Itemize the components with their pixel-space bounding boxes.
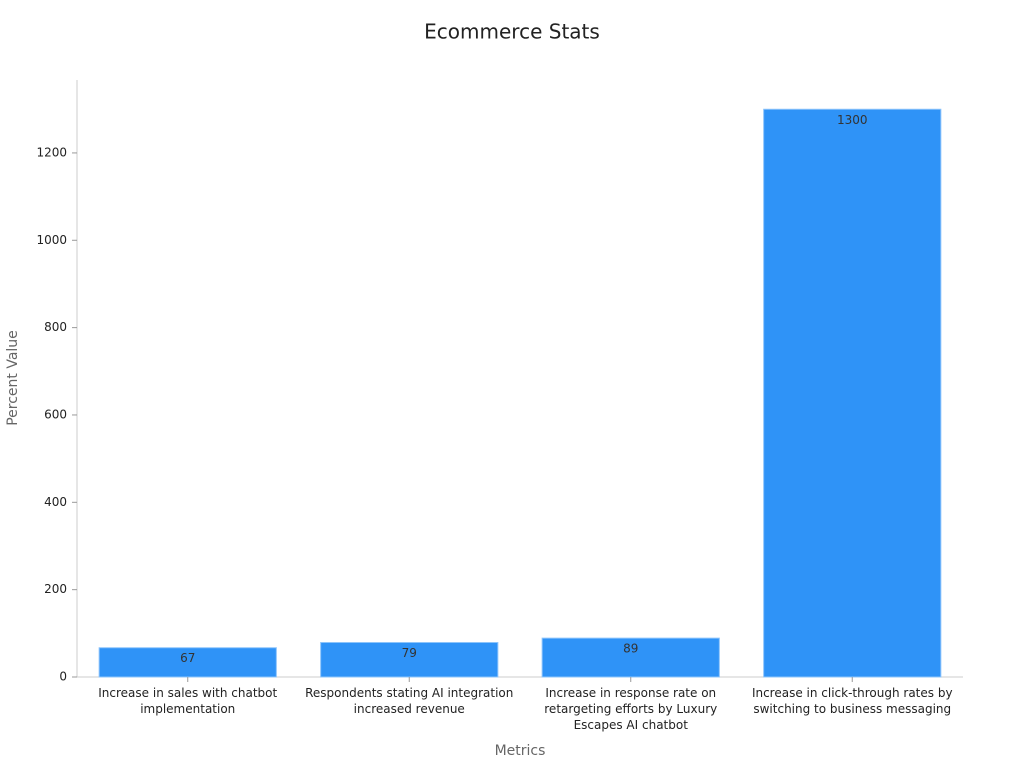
- x-tick-label: Increase in response rate on retargeting…: [544, 686, 718, 732]
- y-tick-label: 0: [59, 670, 67, 684]
- y-tick-label: 200: [44, 582, 67, 596]
- y-tick-label: 600: [44, 407, 67, 421]
- bar: [541, 637, 720, 678]
- y-tick-label: 400: [44, 495, 67, 509]
- x-axis-label: Metrics: [495, 743, 546, 759]
- x-tick-label: Respondents stating AI integration incre…: [305, 686, 514, 716]
- value-label: 67: [180, 651, 195, 665]
- bar: [320, 641, 499, 678]
- y-tick-label: 800: [44, 320, 67, 334]
- value-label: 89: [623, 642, 638, 656]
- value-label: 1300: [837, 113, 868, 127]
- y-tick-label: 1000: [36, 233, 67, 247]
- y-tick-label: 1200: [36, 145, 67, 159]
- bar: [763, 108, 942, 678]
- bar: [98, 647, 277, 678]
- chart-title: Ecommerce Stats: [424, 20, 600, 44]
- y-axis-label: Percent Value: [5, 330, 21, 426]
- x-tick-label: Increase in sales with chatbot implement…: [98, 686, 278, 716]
- value-label: 79: [402, 646, 417, 660]
- x-tick-label: Increase in click-through rates by switc…: [751, 686, 953, 716]
